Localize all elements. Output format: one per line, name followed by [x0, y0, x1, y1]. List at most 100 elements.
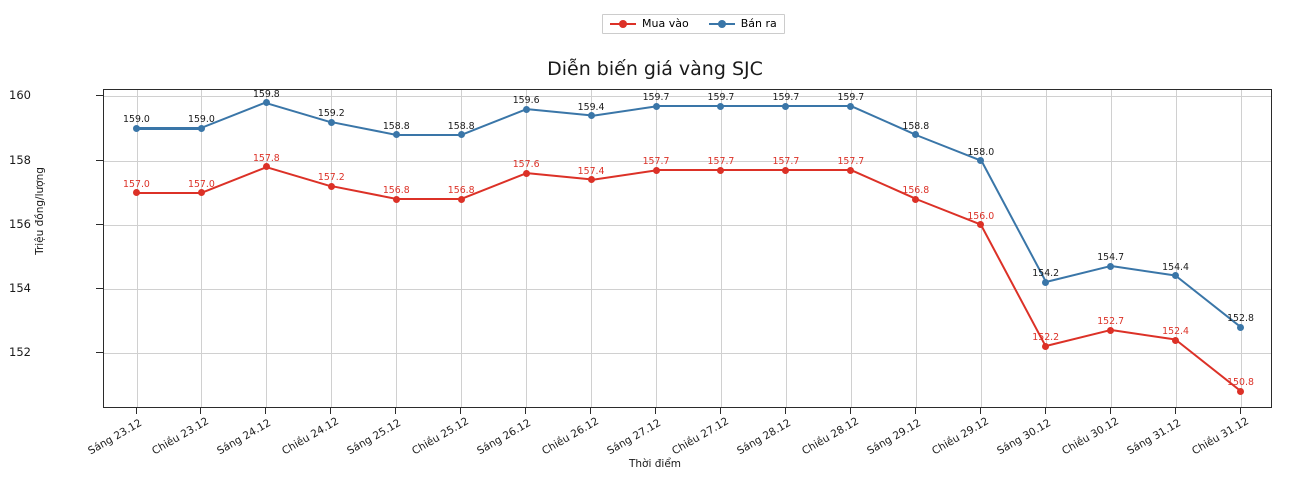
data-point-label: 152.2 — [1032, 332, 1060, 344]
data-point[interactable] — [457, 131, 465, 139]
data-point-label: 159.4 — [577, 101, 605, 113]
data-point-label: 154.4 — [1162, 261, 1189, 273]
y-tick-label: 152 — [9, 344, 31, 359]
data-point[interactable] — [652, 166, 660, 174]
data-point-label: 158.8 — [902, 120, 930, 132]
legend-swatch-icon — [708, 20, 735, 28]
data-point[interactable] — [392, 195, 400, 203]
x-tick-label: Chiều 28.12 — [799, 415, 861, 458]
data-point-label: 157.7 — [837, 156, 865, 168]
gridline-vertical — [915, 90, 917, 407]
data-point-label: 156.8 — [382, 185, 410, 196]
x-tick-mark — [525, 408, 527, 414]
data-point[interactable] — [132, 189, 140, 197]
data-point[interactable] — [522, 169, 530, 177]
y-tick-label: 154 — [9, 280, 31, 295]
gridline-vertical — [331, 90, 333, 407]
data-point-label: 154.7 — [1097, 252, 1125, 264]
data-point[interactable] — [847, 102, 855, 110]
data-point[interactable] — [717, 166, 725, 174]
data-point[interactable] — [1107, 262, 1115, 270]
y-tick-mark — [96, 159, 103, 161]
data-point[interactable] — [717, 102, 725, 110]
data-point[interactable] — [1042, 278, 1050, 286]
data-point[interactable] — [1042, 342, 1050, 350]
y-tick-mark — [96, 95, 103, 97]
line-segment — [720, 104, 786, 108]
legend-item-mua-vao[interactable]: Mua vào — [610, 18, 689, 30]
data-point[interactable] — [392, 131, 400, 139]
data-point-label: 150.8 — [1227, 377, 1254, 389]
data-point[interactable] — [1172, 272, 1180, 280]
data-point[interactable] — [1237, 323, 1245, 331]
data-point-label: 159.7 — [772, 92, 800, 104]
data-point[interactable] — [457, 195, 465, 203]
data-point[interactable] — [912, 195, 920, 203]
gridline-vertical — [591, 90, 593, 407]
y-axis-label: Triệu đồng/lượng — [34, 167, 46, 255]
y-tick-mark — [96, 287, 103, 289]
data-point[interactable] — [1237, 387, 1245, 395]
data-point[interactable] — [782, 102, 790, 110]
data-point-label: 159.2 — [317, 108, 345, 120]
data-point[interactable] — [327, 118, 335, 126]
gridline-vertical — [1045, 90, 1047, 407]
gridline-vertical — [461, 90, 463, 407]
x-tick-label: Chiều 29.12 — [929, 415, 991, 458]
legend-label: Mua vào — [642, 17, 689, 30]
data-point[interactable] — [262, 163, 270, 171]
data-point[interactable] — [587, 176, 595, 184]
line-segment — [136, 127, 202, 130]
x-tick-mark — [460, 408, 462, 414]
y-tick-label: 158 — [9, 152, 31, 167]
data-point[interactable] — [262, 99, 270, 107]
line-segment — [656, 169, 721, 172]
line-segment — [396, 133, 462, 136]
data-point[interactable] — [327, 182, 335, 190]
line-segment — [720, 169, 786, 172]
legend-item-ban-ra[interactable]: Bán ra — [708, 18, 777, 30]
data-point-label: 152.7 — [1097, 316, 1125, 328]
data-point-label: 159.0 — [123, 114, 150, 126]
chart-title: Diễn biến giá vàng SJC — [547, 58, 763, 80]
series-mua-vao: 157.0 157.0 157.8 157.2 156.8 156.8 157.6 157.4… — [104, 90, 1271, 407]
x-tick-mark — [1174, 408, 1176, 414]
data-point[interactable] — [652, 102, 660, 110]
data-point-label: 158.8 — [382, 120, 410, 132]
data-point[interactable] — [912, 131, 920, 139]
data-point[interactable] — [197, 189, 205, 197]
data-point[interactable] — [977, 157, 985, 165]
data-point-label: 157.6 — [512, 159, 540, 171]
data-point-label: 159.0 — [187, 114, 215, 126]
data-point-label: 159.7 — [837, 92, 865, 104]
data-point[interactable] — [847, 166, 855, 174]
legend-swatch-icon — [610, 20, 636, 28]
x-tick-label: Sáng 28.12 — [735, 417, 793, 458]
x-tick-mark — [849, 408, 851, 414]
x-tick-label: Chiều 27.12 — [670, 415, 731, 458]
x-tick-mark — [914, 408, 916, 414]
data-point[interactable] — [1107, 326, 1115, 334]
x-tick-label: Chiều 30.12 — [1059, 415, 1121, 458]
data-point[interactable] — [132, 124, 140, 132]
gridline-vertical — [526, 90, 528, 407]
data-point[interactable] — [587, 112, 595, 120]
gridline-vertical — [1110, 90, 1112, 407]
line-segment — [136, 191, 202, 194]
x-tick-label: Chiều 31.12 — [1189, 415, 1251, 458]
gridline-horizontal — [104, 288, 1271, 290]
data-point[interactable] — [197, 124, 205, 132]
data-point-label: 156.0 — [967, 210, 995, 222]
data-point-label: 159.8 — [252, 88, 280, 100]
gridline-vertical — [396, 90, 398, 407]
data-point[interactable] — [977, 221, 985, 229]
x-tick-mark — [720, 408, 721, 414]
data-point-label: 157.7 — [772, 156, 800, 168]
data-point[interactable] — [522, 105, 530, 113]
data-point[interactable] — [1172, 336, 1180, 344]
gridline-vertical — [721, 90, 722, 407]
x-tick-label: Sáng 26.12 — [475, 417, 534, 458]
x-tick-mark — [784, 408, 786, 414]
data-point[interactable] — [782, 166, 790, 174]
data-point-label: 156.8 — [902, 185, 930, 196]
